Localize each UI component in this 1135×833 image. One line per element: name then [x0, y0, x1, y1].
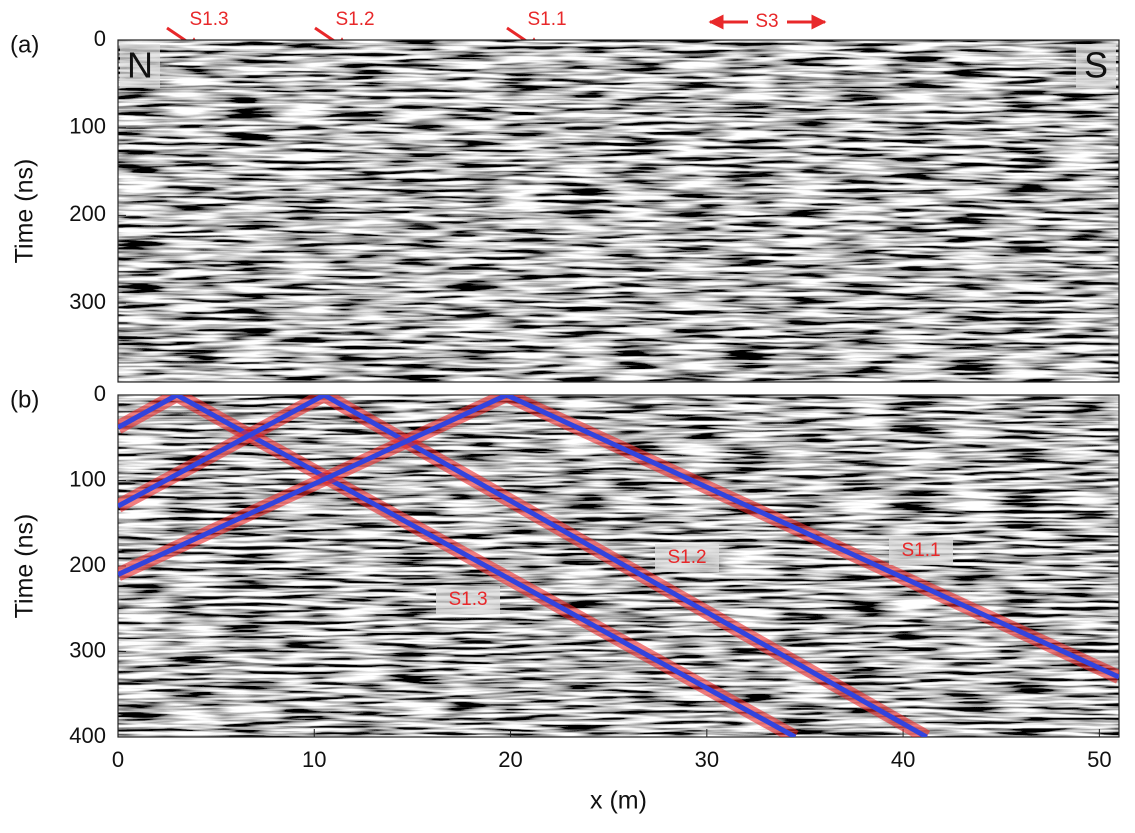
panel-label: (b)	[10, 386, 39, 413]
line	[118, 395, 797, 737]
annotation: S3	[755, 11, 778, 32]
y-tick-label: 100	[69, 114, 106, 139]
label-bg	[436, 586, 500, 614]
label-bg	[655, 544, 719, 572]
x-tick-label: 50	[1087, 747, 1111, 772]
y-axis-label: Time (ns)	[11, 159, 39, 264]
y-tick-label: 0	[94, 381, 106, 406]
x-tick-label: 20	[498, 747, 522, 772]
y-axis-label: Time (ns)	[11, 514, 39, 619]
annotation: S1.2	[335, 9, 374, 30]
annotation: S1.3	[189, 9, 228, 30]
compass-label: S	[1084, 45, 1108, 86]
x-tick-label: 10	[302, 747, 326, 772]
line-label: S1.3	[448, 589, 487, 610]
y-tick-label: 100	[69, 466, 106, 491]
line	[118, 395, 1119, 680]
annotation: S1.1	[527, 9, 566, 30]
y-tick-label: 300	[69, 637, 106, 662]
label-bg	[889, 537, 953, 565]
x-tick-label: 0	[112, 747, 124, 772]
line-label: S1.2	[667, 547, 706, 568]
label-bg	[120, 44, 160, 88]
radargram	[118, 40, 1119, 382]
plot-frame	[117, 39, 1120, 383]
label-bg	[1076, 44, 1116, 88]
y-tick-label: 400	[69, 723, 106, 748]
line	[118, 395, 928, 737]
x-tick-label: 40	[891, 747, 915, 772]
x-axis-label: x (m)	[590, 787, 647, 815]
y-tick-label: 200	[69, 552, 106, 577]
y-tick-label: 300	[69, 289, 106, 314]
x-tick-label: 30	[695, 747, 719, 772]
y-tick-label: 0	[94, 26, 106, 51]
line-label: S1.1	[901, 540, 940, 561]
panel-label: (a)	[10, 31, 39, 58]
y-tick-label: 200	[69, 201, 106, 226]
compass-label: N	[127, 45, 153, 86]
